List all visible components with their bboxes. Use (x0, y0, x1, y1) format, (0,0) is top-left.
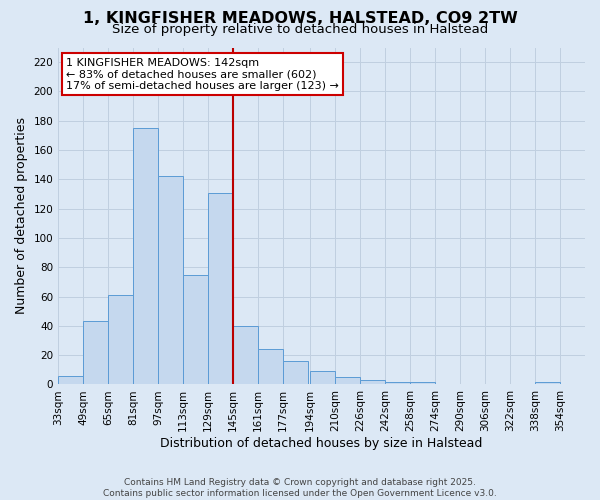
X-axis label: Distribution of detached houses by size in Halstead: Distribution of detached houses by size … (160, 437, 483, 450)
Bar (183, 274, 208, 384)
Bar (233, 326, 258, 384)
Bar (58, 376, 83, 384)
Bar (385, 382, 410, 384)
Bar (410, 382, 435, 384)
Text: Size of property relative to detached houses in Halstead: Size of property relative to detached ho… (112, 22, 488, 36)
Bar (83, 322, 108, 384)
Y-axis label: Number of detached properties: Number of detached properties (15, 118, 28, 314)
Bar (108, 295, 133, 384)
Bar (283, 361, 308, 384)
Bar (208, 192, 233, 384)
Bar (535, 382, 560, 384)
Text: 1 KINGFISHER MEADOWS: 142sqm
← 83% of detached houses are smaller (602)
17% of s: 1 KINGFISHER MEADOWS: 142sqm ← 83% of de… (66, 58, 339, 91)
Bar (133, 128, 158, 384)
Bar (335, 377, 360, 384)
Bar (310, 372, 335, 384)
Bar (360, 380, 385, 384)
Bar (258, 350, 283, 384)
Text: 1, KINGFISHER MEADOWS, HALSTEAD, CO9 2TW: 1, KINGFISHER MEADOWS, HALSTEAD, CO9 2TW (83, 11, 517, 26)
Text: Contains HM Land Registry data © Crown copyright and database right 2025.
Contai: Contains HM Land Registry data © Crown c… (103, 478, 497, 498)
Bar (158, 176, 183, 384)
